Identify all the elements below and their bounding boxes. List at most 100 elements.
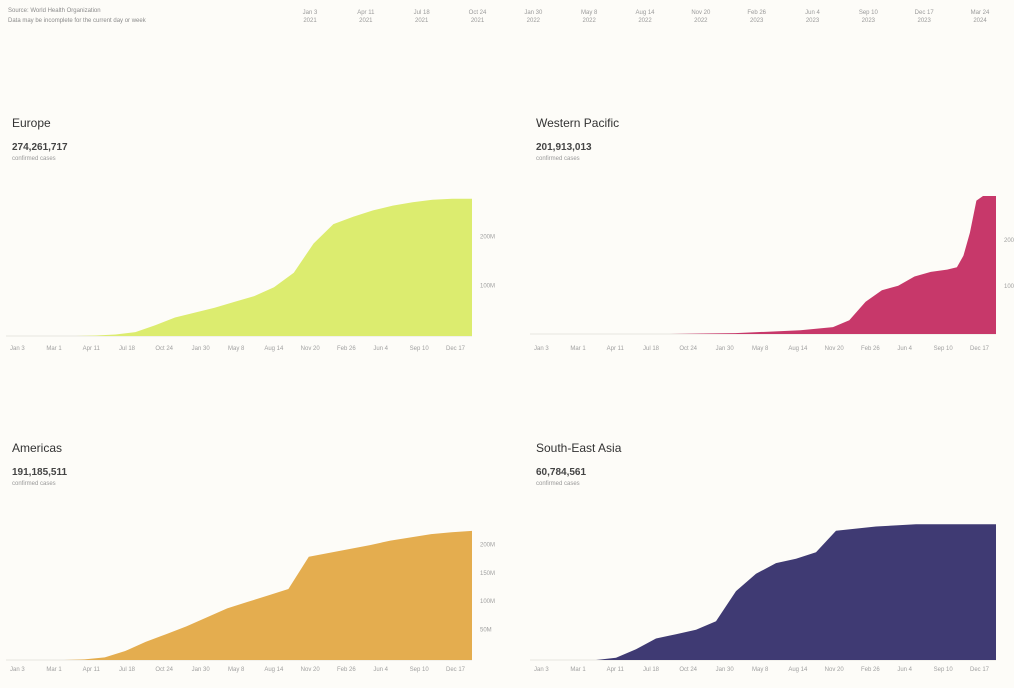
- x-tick-label: Nov 20: [301, 346, 321, 352]
- x-tick-label: Nov 20: [825, 667, 845, 673]
- top-axis-tick-year: 2023: [750, 18, 764, 24]
- x-tick-label: Aug 14: [264, 346, 284, 352]
- top-axis-tick-year: 2023: [917, 18, 931, 24]
- x-tick-label: Mar 1: [570, 667, 586, 673]
- top-axis-tick-label: Jan 3: [303, 10, 318, 16]
- chart-south-east-asia: Jan 3 Mar 1 Apr 11 Jul 18 Oct 24 Jan 30 May 8 A…: [530, 524, 996, 673]
- x-tick-label: Jul 18: [643, 667, 660, 673]
- panel-western-pacific: Western Pacific 201,913,013 confirmed ca…: [530, 110, 1014, 375]
- x-tick-label: Jan 30: [716, 667, 735, 673]
- top-axis-tick-label: Sep 10: [859, 10, 879, 16]
- top-axis-tick-year: 2022: [638, 18, 652, 24]
- y-tick-label: 100M: [1004, 284, 1014, 290]
- panel-americas: Americas 191,185,511 confirmed cases 200…: [6, 435, 500, 688]
- x-tick-label: May 8: [752, 667, 769, 673]
- top-axis-tick-year: 2023: [806, 18, 820, 24]
- y-tick-label: 200M: [1004, 238, 1014, 244]
- x-tick-label: Dec 17: [446, 667, 466, 673]
- top-axis-tick-year: 2021: [303, 18, 317, 24]
- x-tick-label: Dec 17: [446, 346, 466, 352]
- area-series: [76, 198, 472, 336]
- region-total-south-east-asia: 60,784,561: [536, 467, 587, 478]
- x-tick-label: Mar 1: [46, 346, 62, 352]
- panel-europe: Europe 274,261,717 confirmed cases 200M 1…: [6, 110, 500, 375]
- x-tick-label: Feb 26: [861, 667, 880, 673]
- x-tick-label: Apr 11: [83, 346, 101, 352]
- x-tick-label: Sep 10: [410, 667, 430, 673]
- top-axis-tick-year: 2021: [359, 18, 373, 24]
- x-tick-label: Nov 20: [825, 346, 845, 352]
- top-axis-tick-label: Feb 26: [747, 10, 766, 16]
- chart-western-pacific: 200M 100M Jan 3 Mar 1 Apr 11 Jul 18 Oct 24 Jan …: [530, 196, 1014, 352]
- top-axis-tick-label: Jan 30: [524, 10, 543, 16]
- x-tick-label: Jan 3: [534, 667, 549, 673]
- top-axis-tick-label: Dec 17: [915, 10, 935, 16]
- top-axis-tick-year: 2022: [527, 18, 541, 24]
- source-label: Source: World Health Organization: [8, 8, 101, 14]
- x-tick-label: Jun 4: [897, 667, 912, 673]
- region-title-south-east-asia: South-East Asia: [536, 441, 622, 455]
- y-tick-label: 50M: [480, 628, 492, 634]
- x-tick-label: Oct 24: [679, 667, 697, 673]
- x-tick-label: Sep 10: [934, 667, 954, 673]
- x-tick-label: Jun 4: [373, 667, 388, 673]
- top-axis-tick-label: Mar 24: [971, 10, 990, 16]
- x-tick-label: Jul 18: [119, 346, 136, 352]
- region-subtitle-south-east-asia: confirmed cases: [536, 481, 580, 487]
- top-axis-tick-label: Oct 24: [469, 10, 487, 16]
- chart-europe: 200M 100M Jan 3 Mar 1 Apr 11 Jul 18 Oct 24 Jan …: [6, 198, 495, 352]
- x-tick-label: Jul 18: [643, 346, 660, 352]
- top-axis-tick-year: 2023: [862, 18, 876, 24]
- y-tick-label: 100M: [480, 283, 495, 289]
- x-tick-label: Jun 4: [373, 346, 388, 352]
- x-tick-label: Apr 11: [607, 346, 625, 352]
- x-tick-label: Feb 26: [861, 346, 880, 352]
- top-axis-tick-year: 2022: [694, 18, 708, 24]
- x-tick-label: Mar 1: [46, 667, 62, 673]
- x-tick-label: Sep 10: [934, 346, 954, 352]
- x-tick-label: Feb 26: [337, 346, 356, 352]
- x-tick-label: Oct 24: [155, 667, 173, 673]
- y-tick-label: 150M: [480, 571, 495, 577]
- region-total-americas: 191,185,511: [12, 467, 68, 478]
- x-tick-label: Jun 4: [897, 346, 912, 352]
- top-axis-tick-year: 2021: [471, 18, 485, 24]
- x-tick-label: Jan 3: [10, 346, 25, 352]
- x-tick-label: Dec 17: [970, 346, 990, 352]
- x-tick-label: Dec 17: [970, 667, 990, 673]
- x-tick-label: Aug 14: [788, 346, 808, 352]
- y-tick-label: 100M: [480, 599, 495, 605]
- x-tick-label: Jan 30: [192, 346, 211, 352]
- x-tick-label: May 8: [228, 667, 245, 673]
- region-title-americas: Americas: [12, 441, 63, 455]
- x-tick-label: Jan 3: [534, 346, 549, 352]
- x-tick-label: Apr 11: [607, 667, 625, 673]
- area-series: [596, 524, 996, 660]
- x-tick-label: Jul 18: [119, 667, 136, 673]
- x-tick-label: Nov 20: [301, 667, 321, 673]
- x-tick-label: Oct 24: [679, 346, 697, 352]
- region-total-europe: 274,261,717: [12, 142, 68, 153]
- panel-south-east-asia: South-East Asia 60,784,561 confirmed cas…: [530, 435, 1014, 688]
- top-axis-tick-label: Jul 18: [414, 10, 431, 16]
- x-tick-label: Apr 11: [83, 667, 101, 673]
- source-note: Source: World Health Organization Data m…: [8, 6, 146, 26]
- x-tick-label: May 8: [228, 346, 245, 352]
- x-tick-label: Sep 10: [410, 346, 430, 352]
- x-tick-label: Aug 14: [264, 667, 284, 673]
- top-axis-tick-year: 2022: [582, 18, 596, 24]
- region-title-europe: Europe: [12, 116, 51, 130]
- x-tick-label: Jan 30: [192, 667, 211, 673]
- x-tick-label: Mar 1: [570, 346, 586, 352]
- x-tick-label: Aug 14: [788, 667, 808, 673]
- x-tick-label: Oct 24: [155, 346, 173, 352]
- x-tick-label: Feb 26: [337, 667, 356, 673]
- top-axis-tick-label: Apr 11: [357, 10, 375, 16]
- x-tick-label: Jan 30: [716, 346, 735, 352]
- top-axis-tick-year: 2021: [415, 18, 429, 24]
- region-subtitle-western-pacific: confirmed cases: [536, 156, 580, 162]
- top-axis-tick-year: 2024: [973, 18, 987, 24]
- region-subtitle-americas: confirmed cases: [12, 481, 56, 487]
- x-tick-label: May 8: [752, 346, 769, 352]
- x-tick-label: Jan 3: [10, 667, 25, 673]
